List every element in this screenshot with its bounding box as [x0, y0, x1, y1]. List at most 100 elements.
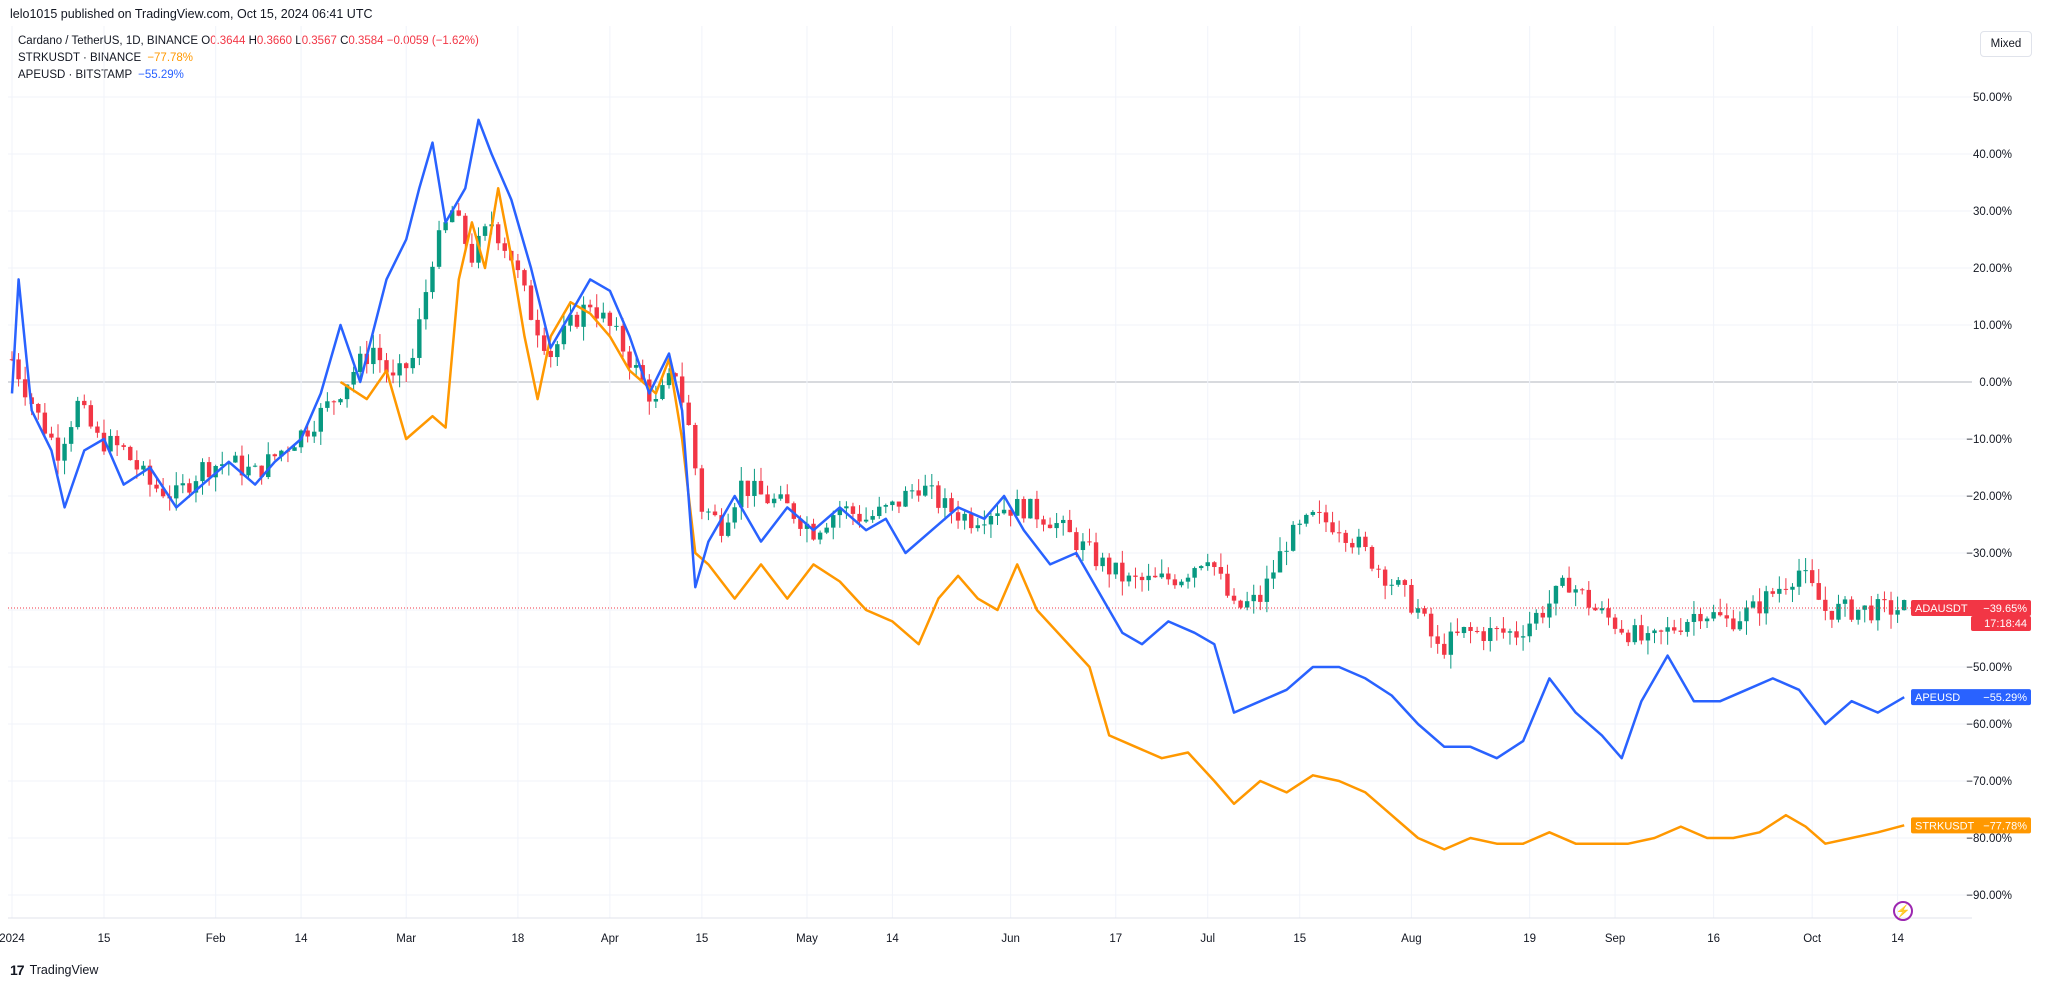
candle-body: [1790, 586, 1795, 590]
candle-body: [62, 443, 67, 461]
legend-strk-row: STRKUSDT · BINANCE −77.78%: [18, 50, 479, 67]
candle-body: [1698, 613, 1703, 622]
time-axis[interactable]: 2024 15 Feb 14 Mar 18 Apr 15 May 14 Jun 17 Jul 15 Aug 1…: [0, 933, 1905, 945]
candle-body: [200, 462, 205, 482]
badge-value: −55.29%: [1983, 692, 2027, 704]
candle-body: [752, 480, 757, 496]
candle-body: [686, 402, 691, 425]
candle-body: [804, 523, 810, 529]
price-axis[interactable]: 50.00% 40.00% 30.00% 20.00% 10.00% 0.00% −10.0…: [1966, 92, 2012, 902]
candle-body: [397, 363, 402, 376]
candle-body: [404, 363, 409, 369]
candle-body: [502, 243, 507, 251]
legend-main-name[interactable]: Cardano / TetherUS, 1D, BINANCE: [18, 35, 199, 47]
candle-body: [1803, 570, 1808, 572]
candle-body: [561, 325, 567, 345]
x-tick-label: 15: [695, 933, 708, 945]
candle-body: [1888, 600, 1894, 615]
y-tick-label: 30.00%: [1973, 206, 2012, 218]
candle-body: [22, 379, 28, 398]
candle-body: [1159, 573, 1164, 578]
candle-body: [1067, 519, 1072, 533]
candle-body: [719, 515, 724, 536]
legend-ape-name[interactable]: APEUSD · BITSTAMP: [18, 69, 132, 81]
candle-body: [555, 344, 560, 358]
candle-body: [1225, 573, 1230, 596]
candle-body: [252, 465, 258, 467]
candle-body: [877, 506, 882, 517]
candle-body: [1731, 618, 1736, 630]
candle-body: [1376, 568, 1381, 570]
legend-strk-name[interactable]: STRKUSDT · BINANCE: [18, 52, 142, 64]
x-tick-label: 14: [295, 933, 308, 945]
candle-body: [1218, 567, 1224, 574]
candle-body: [1599, 608, 1605, 611]
badge-value: −77.78%: [1983, 820, 2027, 832]
candle-body: [1435, 636, 1440, 644]
candle-body: [1172, 579, 1178, 586]
candle-body: [1678, 630, 1683, 632]
y-tick-label: −90.00%: [1966, 890, 2012, 902]
candle-body: [1179, 581, 1184, 586]
footer-brand-name: TradingView: [29, 963, 99, 977]
candle-body: [633, 365, 639, 368]
y-tick-label: 0.00%: [1979, 377, 2012, 389]
y-tick-label: −50.00%: [1966, 662, 2012, 674]
candle-body: [982, 524, 987, 526]
scale-mode-button[interactable]: Mixed: [1980, 31, 2032, 57]
candle-body: [55, 437, 61, 461]
candle-body: [292, 447, 297, 451]
chart-legend: Cardano / TetherUS, 1D, BINANCE O0.3644 …: [18, 33, 479, 84]
candle-body: [1580, 589, 1585, 591]
candle-body: [1409, 584, 1414, 613]
candle-body: [1744, 607, 1749, 622]
candle-body: [1317, 511, 1322, 513]
candle-body: [1271, 572, 1276, 579]
candle-body: [811, 523, 816, 540]
flash-icon[interactable]: ⚡: [1893, 901, 1913, 921]
candle-body: [449, 210, 455, 223]
candle-body: [725, 522, 731, 536]
candle-body: [1553, 585, 1559, 604]
candle-body: [627, 351, 632, 368]
candle-body: [456, 210, 461, 216]
candle-body: [141, 465, 146, 470]
badge-symbol: APEUSD: [1915, 692, 1960, 704]
candle-body: [1080, 541, 1086, 551]
candle-body: [469, 243, 475, 263]
candle-body: [1685, 621, 1690, 632]
candle-body: [114, 435, 120, 446]
x-tick-label: Jun: [1001, 933, 1020, 945]
candle-body: [266, 454, 271, 478]
candle-body: [423, 292, 429, 320]
candle-body: [128, 446, 133, 461]
legend-close-label: C: [340, 35, 349, 47]
candle-body: [1718, 612, 1723, 616]
candle-body: [1455, 631, 1460, 634]
chart-grid: [8, 26, 1972, 919]
y-tick-label: −30.00%: [1966, 548, 2012, 560]
x-tick-label: 15: [98, 933, 111, 945]
y-tick-label: 20.00%: [1973, 263, 2012, 275]
candle-body: [765, 494, 770, 504]
candle-body: [515, 260, 521, 271]
candle-body: [528, 285, 534, 320]
x-tick-label: 2024: [0, 933, 25, 945]
candle-body: [1343, 532, 1348, 543]
candle-body: [1809, 570, 1815, 584]
x-tick-label: Sep: [1605, 933, 1625, 945]
candle-body: [817, 532, 823, 540]
x-tick-label: 14: [1891, 933, 1904, 945]
candle-body: [1001, 509, 1007, 514]
candle-body: [942, 498, 948, 508]
legend-change: −0.0059 (−1.62%): [386, 35, 479, 47]
candles-ada: [9, 203, 1907, 669]
x-tick-label: Feb: [206, 933, 226, 945]
candle-body: [108, 435, 113, 452]
candle-body: [121, 445, 126, 447]
candle-body: [1547, 603, 1552, 618]
x-tick-label: 15: [1293, 933, 1306, 945]
x-tick-label: 14: [886, 933, 899, 945]
candle-body: [463, 215, 468, 244]
